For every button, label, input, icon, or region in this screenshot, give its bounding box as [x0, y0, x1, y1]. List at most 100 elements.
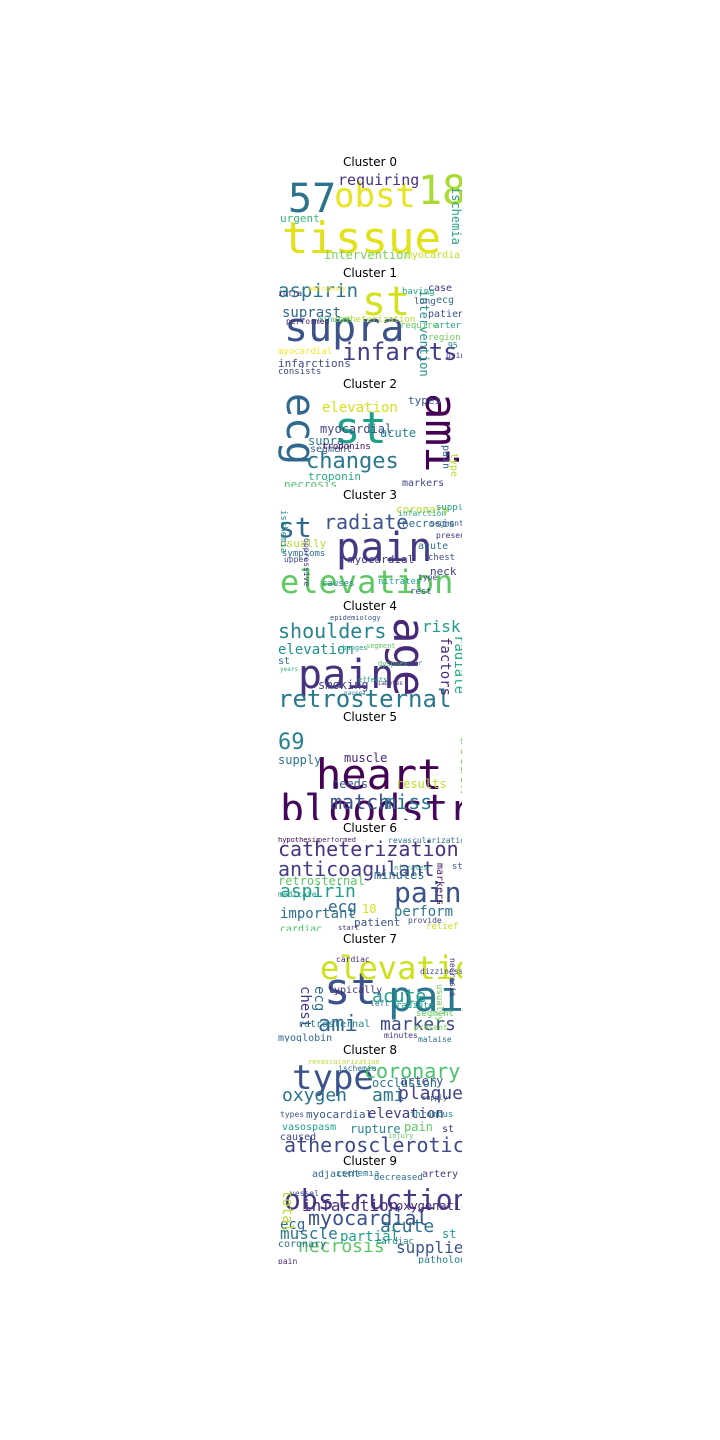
word-cloud-term: partial: [340, 1229, 400, 1245]
word-cloud: tissue obst 57 18 requiring ischemia urgent int…: [278, 171, 462, 265]
word-cloud: obstruction myocardial infarction acute necr…: [278, 1170, 462, 1264]
word-cloud-term: acute: [380, 1216, 435, 1237]
word-cloud-term: results: [396, 777, 447, 791]
word-cloud-term: coronary: [364, 1059, 461, 1083]
word-cloud-term: st: [324, 964, 377, 1015]
word-cloud-term: aspirin: [278, 282, 359, 302]
word-cloud-term: important: [280, 906, 356, 922]
word-cloud: catheterization anticoagulant pain aspirin e…: [278, 837, 462, 931]
word-cloud-term: pain: [336, 525, 433, 571]
word-cloud-term: acute: [380, 426, 417, 440]
word-cloud-term: performed: [318, 837, 356, 844]
word-cloud-term: catheterization: [278, 837, 459, 861]
word-cloud-term: chest: [428, 553, 456, 563]
word-cloud: pain age shoulders retrosternal elevation ris…: [278, 615, 462, 709]
word-cloud-term: supply: [278, 753, 322, 767]
word-cloud-term: left: [370, 999, 390, 1008]
word-cloud-term: 69: [278, 730, 305, 755]
word-cloud-term: necrosis: [402, 517, 455, 530]
word-cloud-term: artery: [434, 321, 462, 331]
word-cloud-term: type: [292, 1059, 374, 1098]
word-cloud-term: supra: [308, 434, 345, 448]
word-cloud-term: adjacent: [312, 1170, 361, 1180]
cluster-title: Cluster 7: [342, 932, 398, 946]
word-cloud-term: infarcts: [342, 338, 458, 366]
word-cloud-term: urgent: [280, 212, 320, 225]
word-cloud-term: elevation: [278, 642, 354, 658]
word-cloud-term: usually: [434, 984, 444, 1022]
word-cloud-term: cardiac: [280, 924, 323, 932]
word-cloud-term: revascularization: [308, 1059, 380, 1066]
word-cloud-term: suprast: [282, 305, 342, 321]
word-cloud-term: infarction: [302, 1196, 399, 1215]
word-cloud-term: usually: [280, 537, 327, 550]
cluster-title: Cluster 4: [342, 599, 398, 613]
word-cloud-term: plaque: [398, 1083, 462, 1104]
word-cloud-term: performed: [286, 317, 330, 326]
word-cloud-term: markers: [380, 1014, 456, 1035]
word-cloud-term: segment: [430, 519, 462, 528]
word-cloud-term: require: [400, 321, 438, 331]
word-cloud: pain elevation st radiate myocardial necrosis…: [278, 504, 462, 598]
word-cloud-term: present: [414, 1023, 448, 1032]
word-cloud-term: muscle: [280, 1224, 338, 1243]
word-cloud-term: factors: [437, 637, 453, 697]
word-cloud-term: muscle: [344, 751, 388, 765]
word-cloud-term: cardiac: [376, 1237, 414, 1247]
word-cloud-term: infarction: [398, 509, 447, 518]
word-cloud-term: neck: [430, 565, 457, 578]
word-cloud-term: minutes: [318, 315, 352, 324]
word-cloud-term: epidemiology: [330, 615, 381, 622]
word-cloud-term: st: [278, 656, 291, 667]
word-cloud-term: ischemia: [338, 1064, 377, 1073]
word-cloud-term: changes: [338, 644, 368, 652]
word-cloud-term: anticoagulant: [278, 857, 435, 881]
word-cloud-term: aspirin: [280, 881, 356, 902]
word-cloud-term: supply: [422, 1094, 448, 1102]
word-cloud-term: revascularization: [388, 837, 462, 845]
word-cloud-term: ischemia: [449, 187, 462, 245]
word-cloud-term: nitrates: [394, 864, 428, 872]
word-cloud-term: infarctions: [278, 357, 351, 370]
word-cloud-term: region: [428, 333, 461, 343]
word-cloud-term: retrosternal: [298, 1019, 371, 1030]
word-cloud: st ami ecg changes elevation myocardial supra s…: [278, 393, 462, 487]
word-cloud-term: supply: [436, 504, 462, 513]
word-cloud-term: upper: [404, 660, 423, 667]
word-cloud: supra st infarcts aspirin suprast interventio…: [278, 282, 462, 376]
word-cloud-term: pain: [440, 445, 451, 470]
word-cloud-term: acute: [372, 986, 427, 1007]
word-cloud: stpainelevationamimarkersacutechestecgty…: [278, 948, 462, 1042]
word-cloud-term: st: [334, 403, 387, 454]
word-cloud-term: perform: [394, 904, 454, 920]
word-cloud-term: pain: [394, 876, 462, 909]
word-cloud-term: myocardial: [308, 1206, 429, 1230]
word-cloud-term: pain: [404, 1120, 433, 1134]
word-cloud-term: acute: [418, 541, 449, 552]
word-cloud-term: attack: [457, 736, 462, 794]
cluster-title: Cluster 3: [342, 488, 398, 502]
word-cloud-term: segment: [416, 1009, 454, 1019]
word-cloud-term: nausea: [344, 690, 366, 697]
word-cloud-term: rupture: [350, 1122, 401, 1136]
word-cloud-term: elevation: [320, 949, 462, 987]
word-cloud-term: myocardial: [306, 1108, 373, 1121]
word-cloud-term: atherosclerotic: [284, 1133, 462, 1153]
word-cloud-term: nitrates: [378, 577, 422, 587]
word-cloud-term: myoglobin: [278, 1033, 333, 1043]
word-cloud-term: necrosis: [284, 478, 337, 487]
word-cloud-term: injury: [388, 1132, 414, 1140]
word-cloud-term: troponins: [322, 442, 371, 452]
cluster-title: Cluster 0: [342, 155, 398, 169]
word-cloud-term: bloodstream: [280, 787, 462, 820]
word-cloud-term: minutes: [374, 868, 425, 882]
word-cloud-term: radiate: [324, 510, 409, 534]
word-cloud-term: medicate: [278, 890, 317, 899]
word-cloud-term: requiring: [338, 171, 420, 189]
word-cloud-term: ecg: [328, 897, 357, 916]
word-cloud-term: st: [442, 1124, 455, 1135]
word-cloud-term: vasospasm: [282, 1122, 337, 1133]
cluster-title: Cluster 1: [342, 266, 398, 280]
word-cloud-term: types: [280, 1110, 305, 1119]
word-cloud-term: upper: [284, 555, 309, 564]
